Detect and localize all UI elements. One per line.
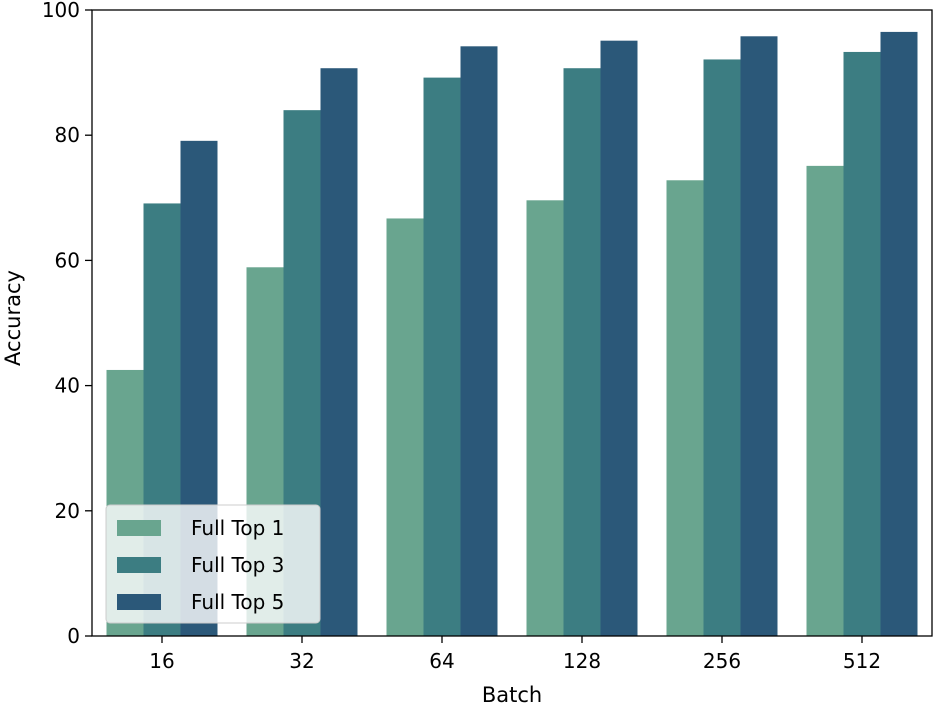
y-axis-label: Accuracy <box>1 270 25 366</box>
x-tick-label: 128 <box>563 649 601 673</box>
y-tick-label: 0 <box>67 624 80 648</box>
bar-full-top-5-64 <box>460 46 498 637</box>
bar-full-top-3-256 <box>703 59 741 637</box>
legend-swatch <box>117 594 161 610</box>
x-tick-label: 512 <box>843 649 881 673</box>
x-tick-label: 16 <box>149 649 174 673</box>
bar-full-top-3-128 <box>563 68 601 636</box>
bar-full-top-5-32 <box>320 68 358 636</box>
plot-frame <box>91 9 933 637</box>
bar-full-top-1-256 <box>666 180 704 636</box>
y-tick-label: 60 <box>55 248 80 272</box>
legend-label: Full Top 5 <box>191 590 284 614</box>
bar-full-top-1-512 <box>806 165 844 636</box>
y-tick-label: 20 <box>55 499 80 523</box>
bar-full-top-3-64 <box>423 77 461 636</box>
legend-label: Full Top 3 <box>191 553 284 577</box>
bar-full-top-1-64 <box>386 218 424 636</box>
bar-full-top-5-128 <box>600 40 638 636</box>
y-tick-label: 80 <box>55 123 80 147</box>
bar-full-top-1-128 <box>526 200 564 636</box>
legend-swatch <box>117 520 161 536</box>
x-axis: 16 32 64 128 256 512 <box>149 636 881 673</box>
legend: Full Top 1 Full Top 3 Full Top 5 <box>105 504 321 624</box>
x-tick-label: 64 <box>429 649 454 673</box>
y-tick-label: 40 <box>55 374 80 398</box>
bar-full-top-5-256 <box>740 36 778 637</box>
y-axis: 0 20 40 60 80 100 <box>42 0 92 648</box>
bar-full-top-3-512 <box>843 51 881 636</box>
x-axis-label: Batch <box>482 683 542 706</box>
bar-full-top-5-512 <box>880 31 918 637</box>
legend-label: Full Top 1 <box>191 516 284 540</box>
legend-swatch <box>117 557 161 573</box>
x-tick-label: 32 <box>289 649 314 673</box>
y-tick-label: 100 <box>42 0 80 22</box>
x-tick-label: 256 <box>703 649 741 673</box>
